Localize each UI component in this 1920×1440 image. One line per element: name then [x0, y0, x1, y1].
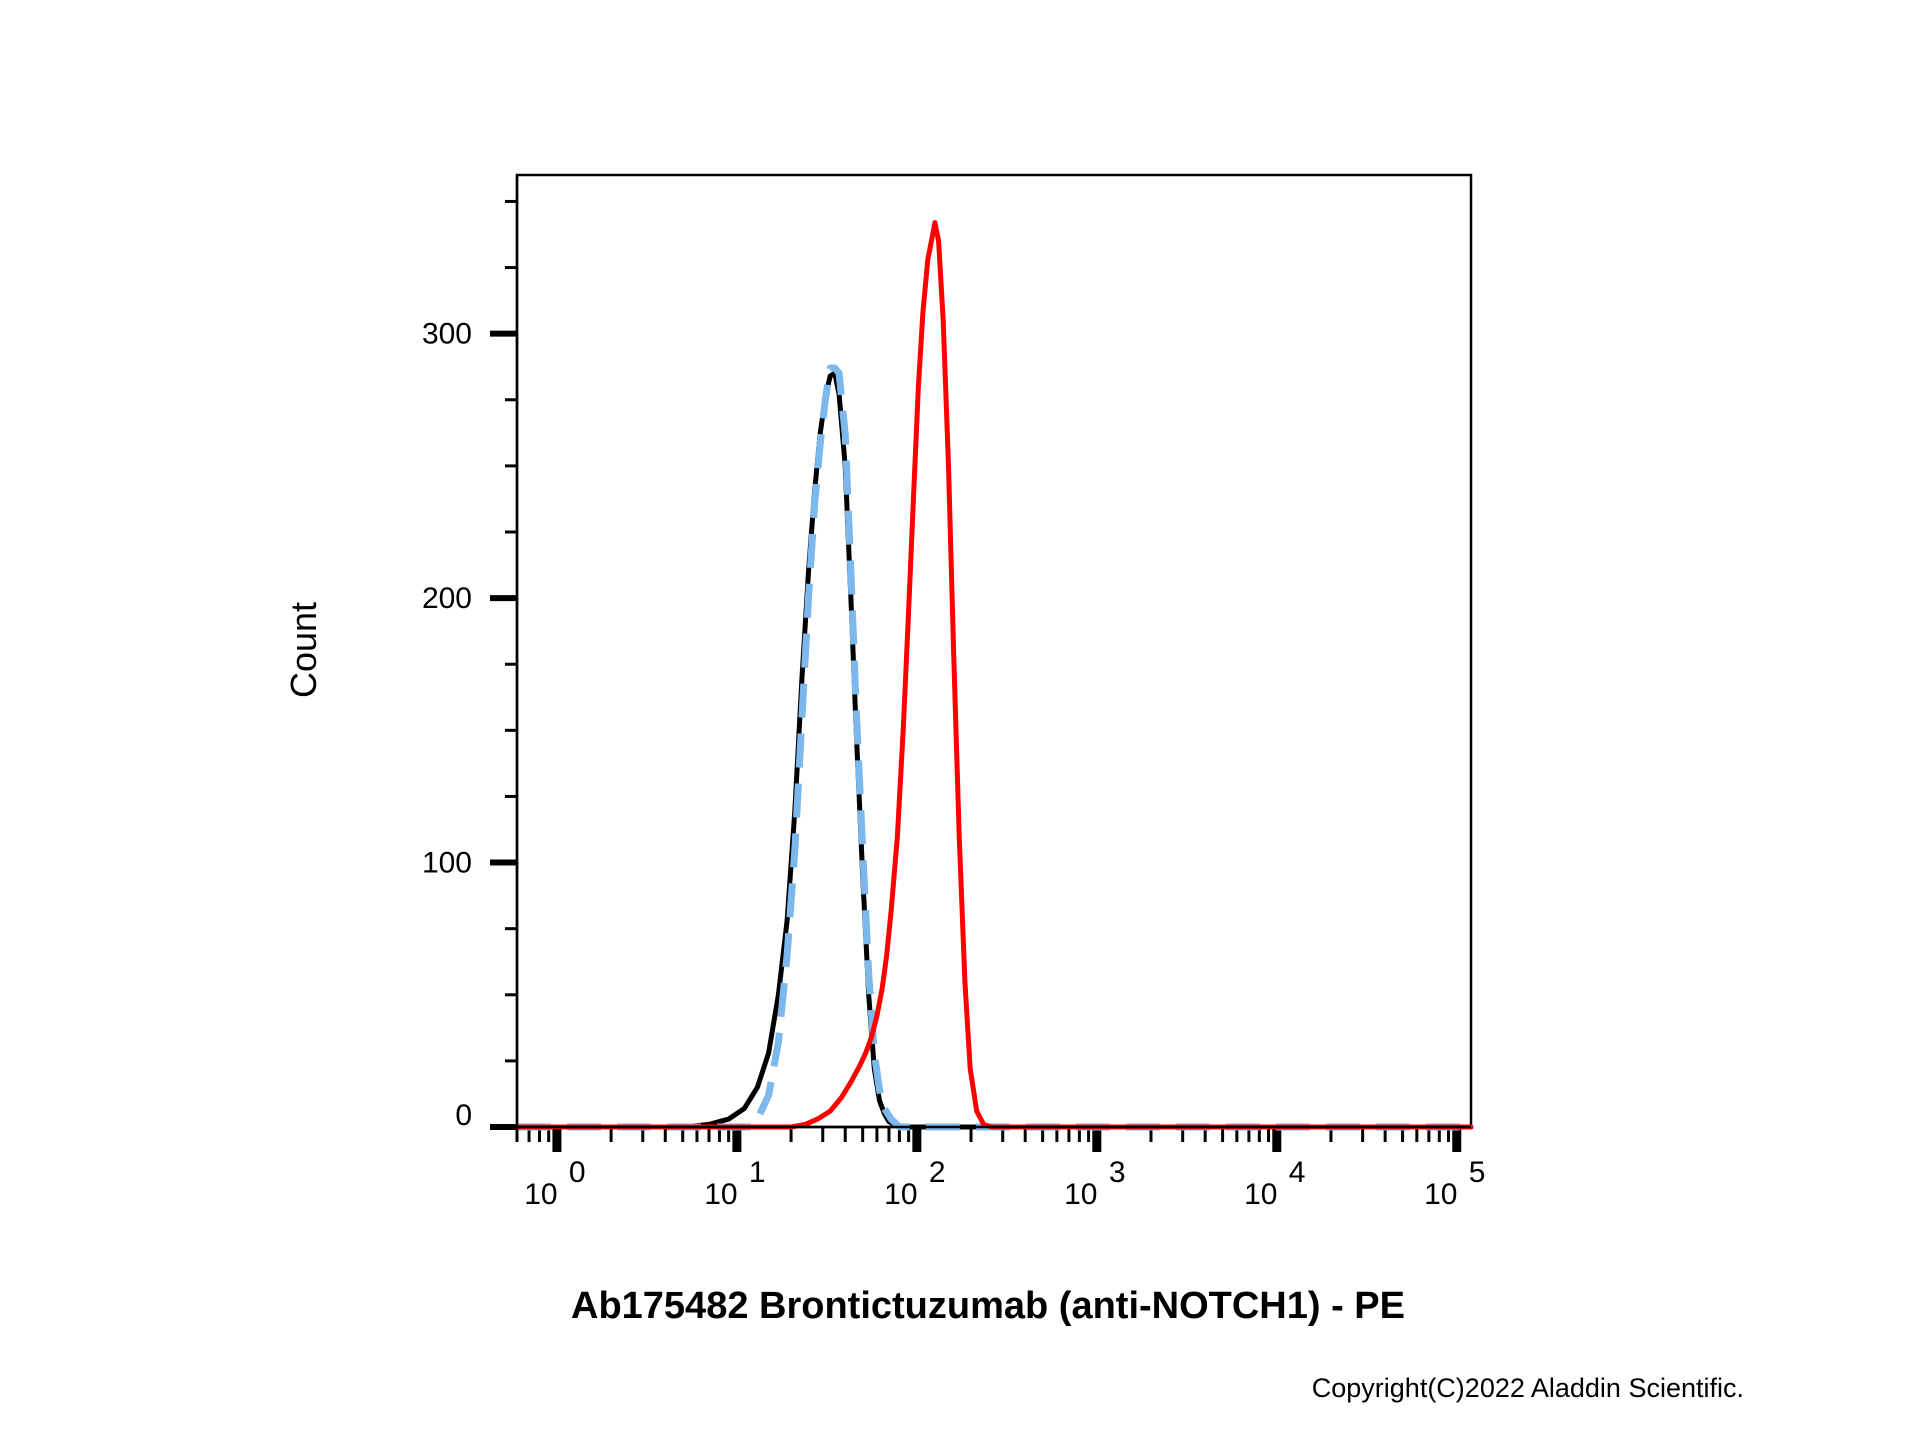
x-tick-base: 10: [884, 1178, 917, 1211]
y-tick-label: 200: [422, 582, 472, 615]
x-tick-exponent: 0: [569, 1156, 586, 1189]
y-axis-label: Count: [283, 602, 324, 698]
histogram-series-2: [517, 364, 1471, 1131]
x-tick-label: 10 5: [1424, 1156, 1485, 1211]
y-tick-label: 300: [422, 318, 472, 351]
x-tick-label: 10 1: [704, 1156, 765, 1211]
x-tick-exponent: 4: [1289, 1156, 1306, 1189]
x-tick-label: 10 0: [524, 1156, 585, 1211]
x-tick-label: 10 4: [1244, 1156, 1305, 1211]
x-tick-exponent: 3: [1109, 1156, 1126, 1189]
x-tick-exponent: 2: [929, 1156, 946, 1189]
x-tick-exponent: 1: [749, 1156, 766, 1189]
plot-frame: [515, 173, 1473, 1129]
x-tick-label: 10 2: [884, 1156, 945, 1211]
x-tick-exponent: 5: [1469, 1156, 1486, 1189]
x-axis-label: Ab175482 Brontictuzumab (anti-NOTCH1) - …: [571, 1285, 1405, 1327]
copyright-text: Copyright(C)2022 Aladdin Scientific.: [1312, 1373, 1744, 1403]
y-axis: 0 100 200 300: [422, 199, 517, 1132]
y-tick-label: 100: [422, 847, 472, 880]
x-tick-base: 10: [1424, 1178, 1457, 1211]
x-tick-base: 10: [704, 1178, 737, 1211]
x-tick-label: 10 3: [1064, 1156, 1125, 1211]
y-tick-label: 0: [455, 1099, 472, 1132]
x-axis: 10 0 10 1 10 2 10 3 10 4 10 5: [515, 1127, 1485, 1211]
histogram-series-1: [514, 370, 1474, 1130]
x-tick-base: 10: [1064, 1178, 1097, 1211]
series-layer: [514, 220, 1474, 1131]
histogram-series-3: [514, 220, 1474, 1130]
x-tick-base: 10: [524, 1178, 557, 1211]
x-tick-base: 10: [1244, 1178, 1277, 1211]
